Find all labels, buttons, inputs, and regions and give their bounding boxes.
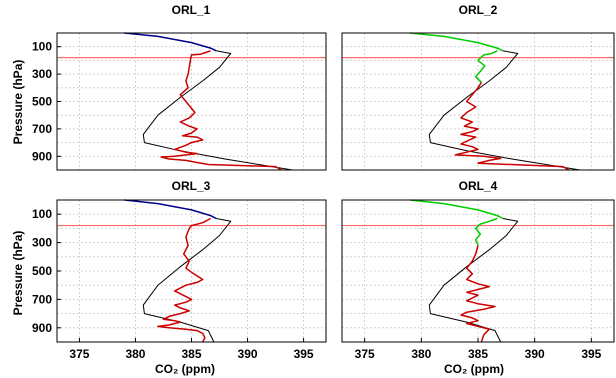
panel-title: ORL_1 xyxy=(172,3,211,17)
y-tick-label: 700 xyxy=(32,122,52,136)
panel-title: ORL_3 xyxy=(172,179,211,193)
x-tick-label: 385 xyxy=(181,347,201,361)
y-tick-label: 900 xyxy=(32,321,52,335)
series-line-3 xyxy=(474,50,498,83)
series-line-1 xyxy=(124,199,217,220)
x-tick-label: 395 xyxy=(294,347,314,361)
series-line-2 xyxy=(142,218,232,343)
series-line-2 xyxy=(142,50,293,171)
x-tick-label: 375 xyxy=(69,347,89,361)
y-tick-label: 100 xyxy=(32,40,52,54)
panel-orl-1: ORL_1 100 300 500 700 900 xyxy=(32,3,327,171)
plot-area xyxy=(57,199,326,343)
series-line-1 xyxy=(124,32,217,52)
x-tick-label: 375 xyxy=(355,347,375,361)
y-tick-label: 500 xyxy=(32,264,52,278)
plot-frame xyxy=(341,32,615,171)
x-tick-label: 390 xyxy=(238,347,258,361)
series-line-2 xyxy=(428,218,519,343)
panel-orl-4: ORL_4 CO₂ (ppm) 375 380 385 390 395 xyxy=(341,179,615,376)
series-line-3 xyxy=(474,217,498,246)
series-line-1 xyxy=(409,199,504,220)
y-axis-label: Pressure (hPa) xyxy=(11,231,25,316)
plot-area xyxy=(342,199,614,343)
series-line-3 xyxy=(160,50,282,171)
y-axis-label: Pressure (hPa) xyxy=(11,60,25,145)
y-tick-label: 100 xyxy=(32,207,52,221)
y-tick-label: 300 xyxy=(32,67,52,81)
x-tick-label: 395 xyxy=(581,347,601,361)
y-tick-label: 700 xyxy=(32,292,52,306)
x-axis-label: CO₂ (ppm) xyxy=(444,362,504,376)
series-line-3 xyxy=(157,217,211,343)
series-line-4 xyxy=(460,245,496,343)
y-tick-label: 500 xyxy=(32,95,52,109)
series-line-1 xyxy=(409,32,504,52)
x-tick-label: 390 xyxy=(525,347,545,361)
x-tick-label: 385 xyxy=(468,347,488,361)
x-axis-label: CO₂ (ppm) xyxy=(155,362,215,376)
panel-orl-2: ORL_2 xyxy=(341,3,615,171)
plot-area xyxy=(57,32,326,171)
panel-title: ORL_4 xyxy=(459,179,498,193)
x-tick-label: 380 xyxy=(411,347,431,361)
x-tick-label: 380 xyxy=(125,347,145,361)
y-tick-label: 300 xyxy=(32,236,52,250)
series-line-4 xyxy=(454,81,570,171)
series-line-2 xyxy=(428,50,581,171)
y-tick-label: 900 xyxy=(32,149,52,163)
panel-orl-3: ORL_3 CO₂ (ppm) 100 300 500 700 900 375 380 385… xyxy=(32,179,327,376)
panel-title: ORL_2 xyxy=(459,3,498,17)
plot-area xyxy=(342,32,614,171)
